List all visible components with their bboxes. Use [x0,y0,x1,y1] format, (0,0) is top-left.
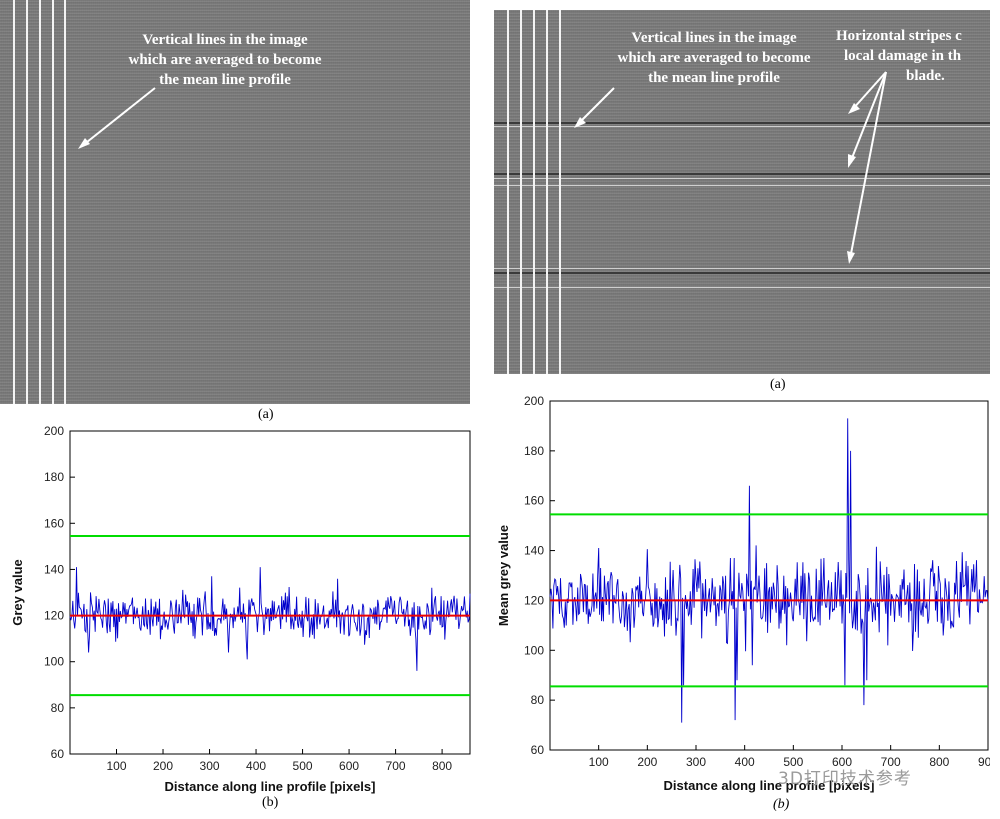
y-tick-label: 180 [524,444,544,458]
x-axis-label: Distance along line profile [pixels] [664,778,875,793]
annotation-arrow [78,87,156,149]
damage-stripe [494,122,990,124]
x-tick-label: 200 [637,755,657,769]
watermark: 3D打印技术参考 [778,769,912,789]
annotation-line: which are averaged to become [617,50,811,66]
y-tick-label: 140 [524,544,544,558]
averaging-line [64,0,66,404]
grey-value-series [549,418,989,723]
right-mean-grey-value-chart: 60 80 100 120 140 160 180 200 100 200 300 400 500 600… [496,394,990,793]
x-tick-label: 700 [386,759,406,773]
annotation-line: local damage in th [844,48,962,64]
y-tick-label: 80 [531,693,545,707]
averaging-line [52,0,54,404]
annotation-line: Vertical lines in the image [631,30,797,46]
averaging-line [559,10,561,374]
averaging-line [39,0,41,404]
right-annotation: Vertical lines in the image which are av… [589,28,839,88]
x-tick-label: 500 [783,755,803,769]
averaging-line [26,0,28,404]
annotation-line: Vertical lines in the image [142,32,308,48]
y-axis-label: Grey value [10,559,25,626]
y-tick-label: 140 [44,562,64,576]
x-tick-label: 900 [978,755,990,769]
averaging-line [507,10,509,374]
damage-stripe [494,287,990,288]
damage-annotation: Horizontal stripes c local damage in th … [834,26,990,86]
x-tick-label: 600 [339,759,359,773]
averaging-line [520,10,522,374]
y-axis-label: Mean grey value [496,525,511,626]
averaging-line [13,0,15,404]
annotation-arrows [574,71,887,264]
averaging-line [533,10,535,374]
y-tick-label: 120 [44,609,64,623]
plot-frame [69,430,471,755]
annotation-line: blade. [906,68,945,84]
left-chart-caption: (b) [262,795,279,810]
x-tick-label: 700 [881,755,901,769]
damage-stripe [494,173,990,175]
x-axis-label: Distance along line profile [pixels] [165,779,376,794]
x-tick-label: 300 [686,755,706,769]
right-chart-caption: (b) [773,797,790,812]
left-ct-image: Vertical lines in the image which are av… [0,0,470,404]
x-tick-label: 600 [832,755,852,769]
x-tick-label: 100 [106,759,126,773]
damage-stripe [494,185,990,186]
x-tick-label: 400 [246,759,266,773]
left-grey-value-chart: 60 80 100 120 140 160 180 200 100 200 300 400 500 600… [10,424,471,794]
averaging-line [546,10,548,374]
y-tick-label: 160 [44,516,64,530]
y-tick-label: 180 [44,470,64,484]
y-tick-label: 100 [524,643,544,657]
x-tick-label: 800 [929,755,949,769]
plot-frame [549,400,989,751]
x-tick-label: 800 [432,759,452,773]
right-image-caption: (a) [770,377,786,392]
y-tick-label: 160 [524,494,544,508]
annotation-line: the mean line profile [159,72,291,88]
x-tick-label: 500 [293,759,313,773]
left-image-caption: (a) [258,407,274,422]
y-tick-label: 200 [44,424,64,438]
damage-stripe [494,268,990,269]
damage-stripe [494,178,990,179]
y-tick-label: 60 [531,743,545,757]
grey-value-series [69,567,471,671]
right-ct-image: Vertical lines in the image which are av… [494,10,990,374]
annotation-line: Horizontal stripes c [836,28,962,44]
y-tick-label: 60 [51,747,65,761]
damage-stripe [494,126,990,127]
x-tick-label: 400 [735,755,755,769]
annotation-line: the mean line profile [648,70,780,86]
x-tick-label: 200 [153,759,173,773]
y-tick-label: 100 [44,655,64,669]
x-tick-label: 300 [200,759,220,773]
y-tick-label: 80 [51,701,65,715]
y-tick-label: 200 [524,394,544,408]
left-annotation: Vertical lines in the image which are av… [100,30,350,90]
y-tick-label: 120 [524,593,544,607]
annotation-line: which are averaged to become [128,52,322,68]
damage-stripe [494,272,990,274]
x-tick-label: 100 [589,755,609,769]
